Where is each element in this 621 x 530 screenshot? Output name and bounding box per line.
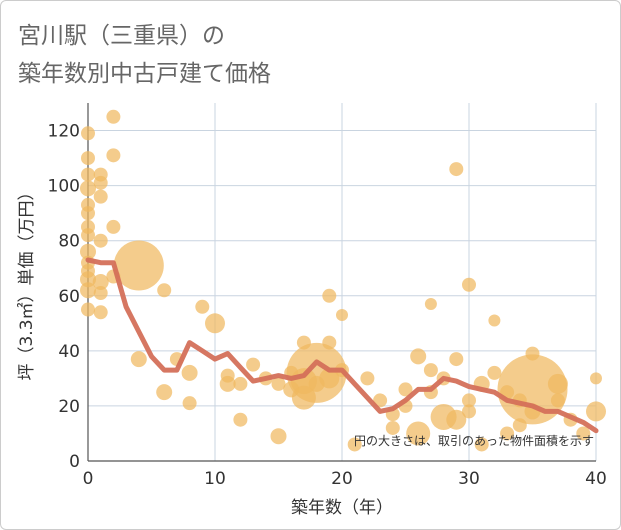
bubble-series <box>80 109 606 452</box>
bubble-point-73 <box>462 404 476 419</box>
bubble-point-70 <box>446 409 467 430</box>
bubble-point-27 <box>157 283 172 298</box>
x-tick-label-2: 20 <box>331 469 353 489</box>
y-tick-label-6: 120 <box>48 122 80 142</box>
bubble-point-54 <box>347 437 362 452</box>
bubble-point-18 <box>92 274 109 290</box>
bubble-point-86 <box>550 393 565 408</box>
bubble-point-56 <box>373 393 388 408</box>
bubble-point-48 <box>308 375 325 392</box>
bubble-point-10 <box>81 263 95 278</box>
bubble-point-22 <box>106 148 121 163</box>
bubble-point-34 <box>220 368 235 383</box>
bubble-point-64 <box>423 363 438 378</box>
bubble-point-71 <box>462 277 476 292</box>
chart-title-line-2: 築年数別中古戸建て価格 <box>18 61 271 87</box>
bubble-point-49 <box>322 288 337 303</box>
bubble-point-77 <box>487 365 502 380</box>
bubble-point-61 <box>410 348 427 365</box>
chart-title-line-1: 宮川駅（三重県）の <box>18 23 225 49</box>
y-axis-title: 坪（3.3㎡）単価（万円） <box>17 183 37 380</box>
bubble-point-15 <box>93 175 108 190</box>
bubble-point-25 <box>113 240 164 291</box>
tick-labels: 0 20 40 60 80 100 120 0 10 20 30 40 <box>48 122 607 489</box>
bubble-point-75 <box>474 437 489 452</box>
bubble-point-89 <box>590 372 602 385</box>
bubble-point-37 <box>233 412 248 427</box>
bubble-point-90 <box>586 401 606 422</box>
bubble-point-44 <box>296 335 311 350</box>
bubble-point-58 <box>385 420 400 435</box>
bubble-point-55 <box>360 371 375 386</box>
bubble-point-2 <box>81 167 95 182</box>
x-axis-title: 築年数（年） <box>291 498 393 518</box>
bubble-point-33 <box>205 313 225 334</box>
bubble-point-38 <box>246 357 261 372</box>
bubble-point-79 <box>500 426 515 441</box>
bubble-point-32 <box>195 299 210 314</box>
x-tick-label-1: 10 <box>204 469 226 489</box>
y-tick-label-1: 20 <box>58 397 80 417</box>
bubble-point-88 <box>576 426 591 441</box>
y-tick-label-2: 40 <box>58 342 80 362</box>
bubble-point-0 <box>81 126 95 141</box>
bubble-point-59 <box>398 382 413 397</box>
bubble-point-5 <box>81 206 95 221</box>
bubble-point-8 <box>80 243 96 260</box>
bubble-point-81 <box>512 418 527 433</box>
bubble-point-41 <box>270 428 287 445</box>
bubble-point-26 <box>130 351 147 368</box>
x-tick-label-0: 0 <box>83 469 94 489</box>
bubble-point-83 <box>497 354 568 425</box>
bubble-point-31 <box>182 396 197 411</box>
bubble-point-36 <box>233 376 248 391</box>
y-tick-label-3: 60 <box>58 287 80 307</box>
y-tick-label-4: 80 <box>58 232 80 252</box>
bubble-size-note: 円の大きさは、取引のあった物件面積を示す <box>354 433 594 448</box>
bubble-point-52 <box>336 309 348 322</box>
bubble-point-43 <box>283 381 300 398</box>
bubble-point-17 <box>93 233 108 248</box>
bubble-point-7 <box>81 228 95 243</box>
bubble-point-68 <box>449 162 464 177</box>
bubble-point-16 <box>93 189 108 204</box>
bubble-point-28 <box>156 384 173 401</box>
bubble-point-50 <box>322 335 337 350</box>
bubble-point-82 <box>525 346 540 361</box>
bubble-point-72 <box>462 393 476 408</box>
bubble-point-23 <box>106 219 121 234</box>
y-tick-label-0: 0 <box>69 452 80 472</box>
bubble-point-1 <box>81 151 95 166</box>
x-tick-label-3: 30 <box>458 469 480 489</box>
bubble-point-21 <box>106 109 121 124</box>
bubble-point-30 <box>181 364 198 381</box>
bubble-point-13 <box>81 302 95 317</box>
bubble-point-3 <box>80 180 96 197</box>
x-tick-label-4: 40 <box>585 469 607 489</box>
trend-line <box>85 257 599 434</box>
bubble-point-76 <box>488 314 501 327</box>
bubble-point-20 <box>93 305 108 320</box>
y-tick-label-5: 100 <box>48 177 80 197</box>
trend-line-series <box>85 257 599 434</box>
bubble-point-63 <box>424 298 437 311</box>
bubble-point-85 <box>547 373 568 394</box>
bubble-point-40 <box>271 376 286 391</box>
bubble-point-19 <box>93 286 108 301</box>
bubble-point-62 <box>406 421 431 446</box>
bubble-point-12 <box>80 282 96 299</box>
bubble-point-69 <box>449 352 464 367</box>
